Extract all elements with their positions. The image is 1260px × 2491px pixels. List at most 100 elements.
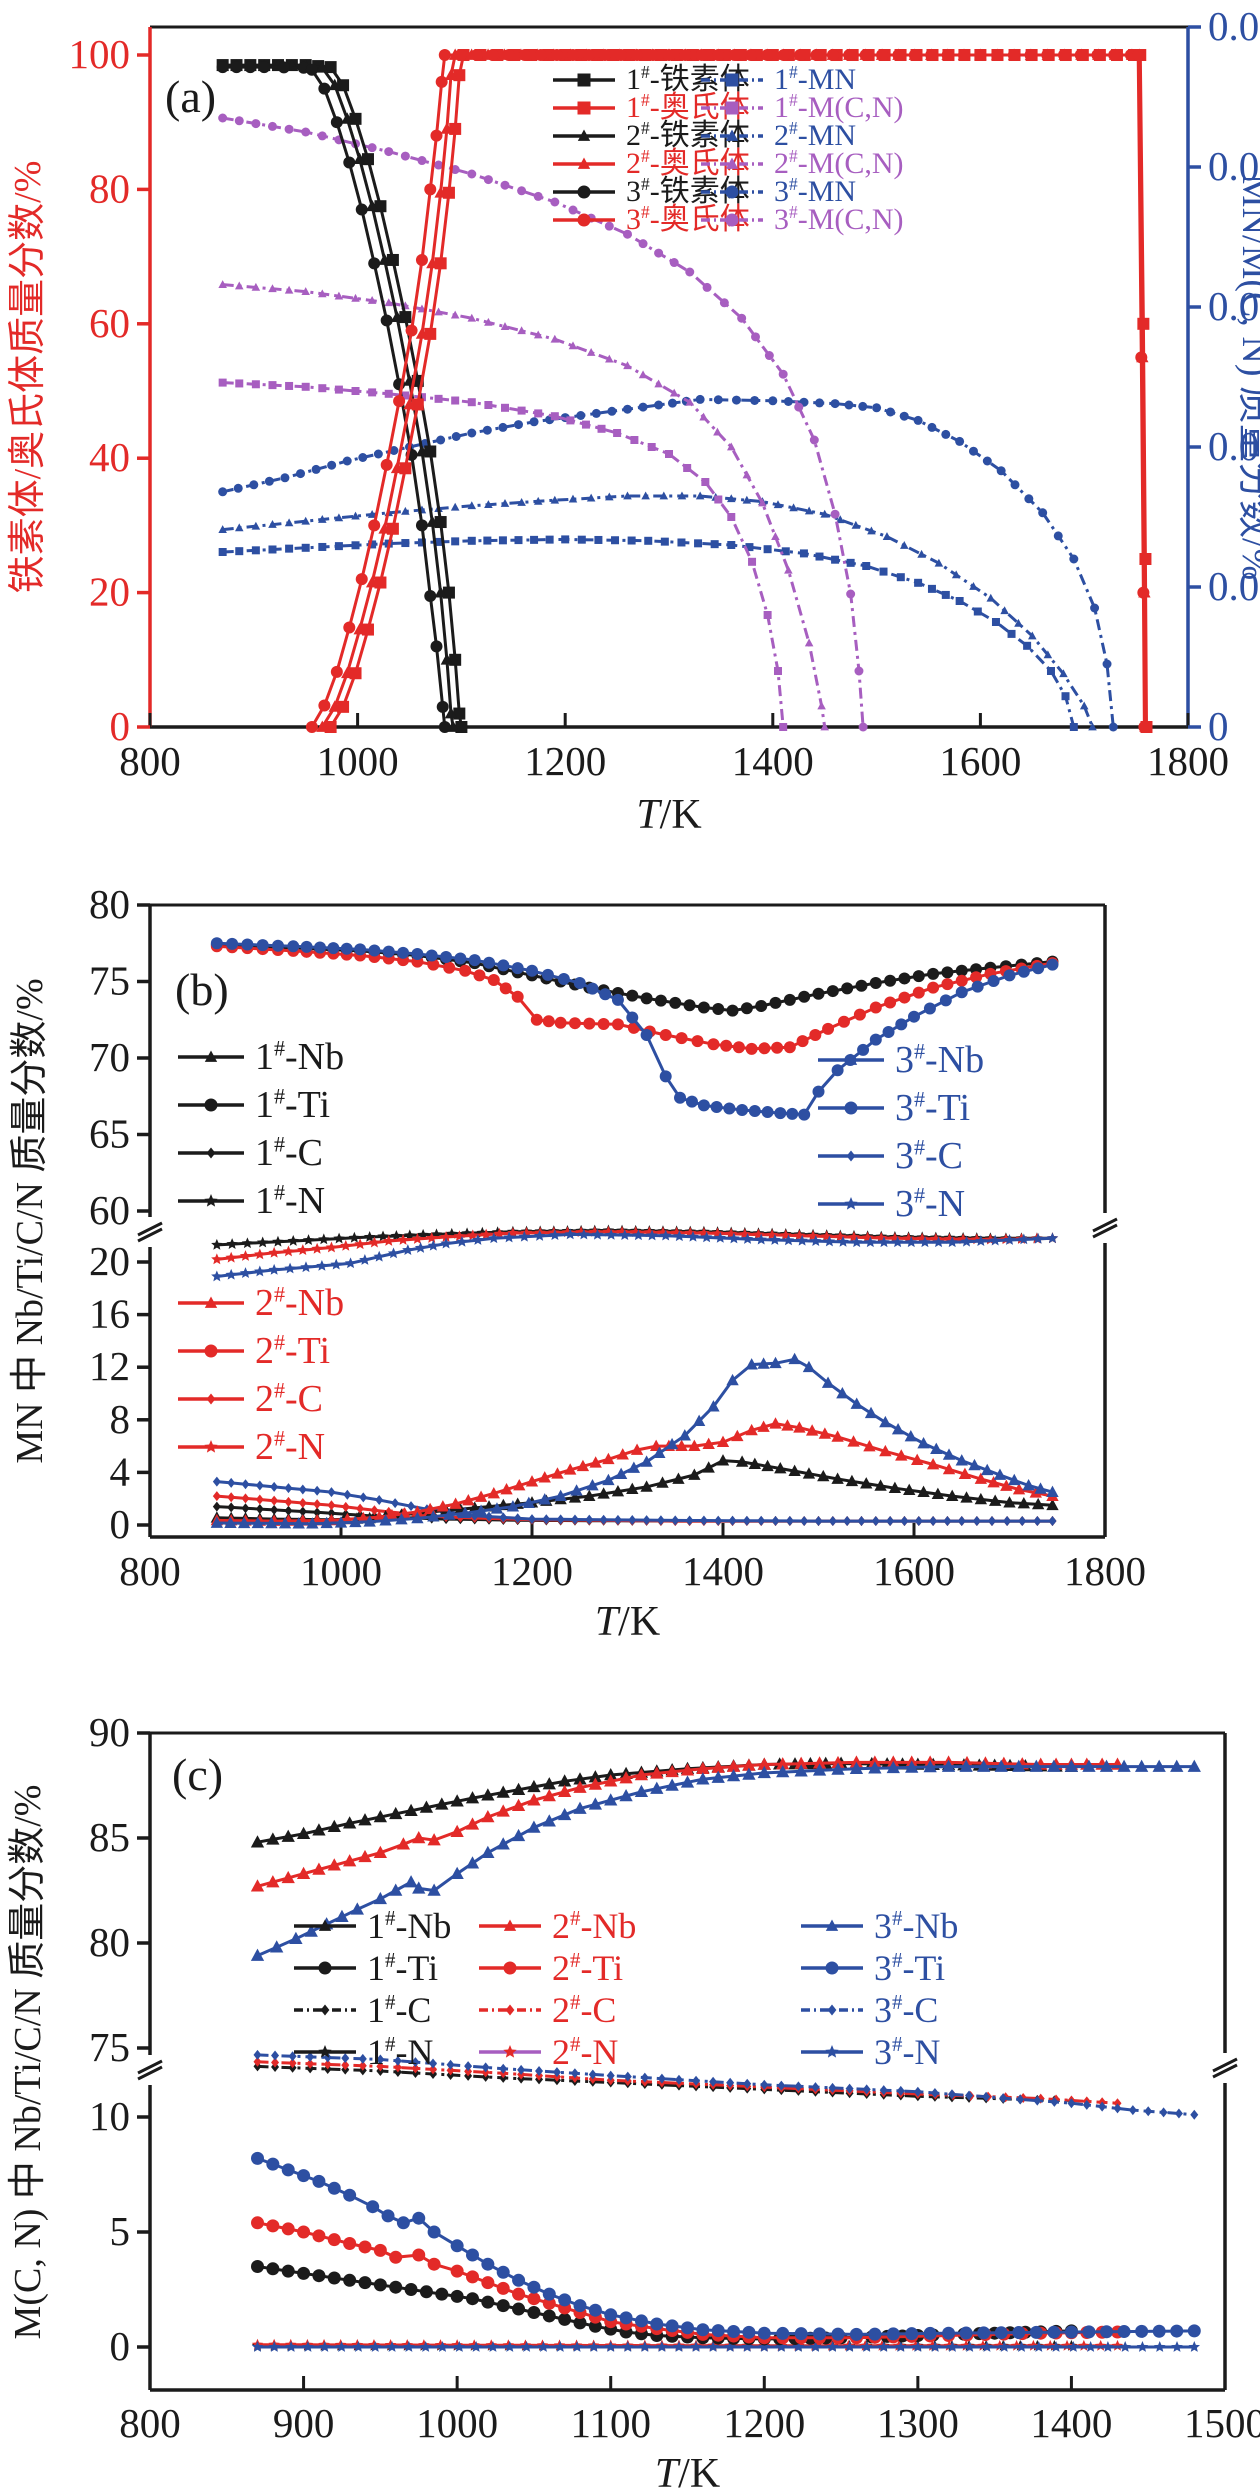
- triangle-marker: [444, 707, 458, 719]
- circle-marker: [576, 411, 586, 420]
- star-marker: [1171, 2341, 1183, 2352]
- y-axis-title-left: 铁素体/奥氏体质量分数/%: [7, 161, 49, 594]
- triangle-marker: [696, 1761, 710, 1774]
- triangle-marker: [379, 1514, 392, 1526]
- circle-marker: [373, 2278, 387, 2292]
- circle-marker: [679, 49, 692, 61]
- triangle-marker: [390, 310, 404, 322]
- y-tick-label-right: 0: [1208, 703, 1229, 749]
- star-marker: [268, 1263, 280, 1275]
- circle-marker: [368, 519, 381, 532]
- triangle-marker: [745, 1423, 758, 1436]
- circle-marker: [498, 422, 508, 432]
- star-marker: [632, 1229, 645, 1241]
- triangle-marker: [306, 1517, 319, 1529]
- circle-marker: [626, 989, 639, 1002]
- square-marker: [1023, 641, 1032, 650]
- legend-label: 1#-MN: [774, 62, 857, 96]
- triangle-marker: [450, 310, 460, 319]
- legend-item: 2#-C: [177, 1379, 323, 1418]
- triangle-marker: [577, 129, 591, 141]
- triangle-marker: [781, 1419, 794, 1431]
- square-marker: [660, 537, 669, 546]
- triangle-marker: [745, 1358, 758, 1370]
- triangle-marker: [794, 1764, 808, 1777]
- circle-marker: [281, 2163, 295, 2177]
- circle-marker: [886, 2327, 900, 2341]
- diamond-marker: [327, 1487, 336, 1498]
- x-tick-label: 1800: [1147, 738, 1229, 784]
- star-marker: [656, 2341, 668, 2352]
- circle-marker: [771, 1041, 784, 1054]
- triangle-marker: [1031, 1497, 1045, 1510]
- square-marker: [455, 721, 468, 733]
- triangle-marker: [656, 1476, 669, 1488]
- triangle-marker: [1079, 701, 1089, 710]
- legend-marker: [553, 73, 615, 87]
- legend-label: 2#-M(C,N): [774, 146, 904, 180]
- star-marker: [403, 2341, 415, 2352]
- panel-label: (c): [172, 1749, 223, 1800]
- circle-marker: [659, 1029, 672, 1042]
- circle-marker: [1082, 2325, 1096, 2339]
- circle-marker: [264, 476, 274, 486]
- triangle-marker: [517, 326, 526, 335]
- diamond-marker: [828, 2082, 837, 2093]
- triangle-marker: [404, 1803, 418, 1816]
- square-marker: [453, 707, 466, 720]
- triangle-marker: [605, 354, 614, 363]
- circle-marker: [204, 1098, 218, 1112]
- diamond-marker: [255, 1504, 264, 1515]
- triangle-marker: [550, 495, 560, 504]
- star-marker: [588, 2341, 600, 2352]
- x-tick-label: 1600: [939, 738, 1021, 784]
- square-marker: [799, 549, 808, 558]
- square-marker: [417, 538, 426, 547]
- star-marker: [504, 2341, 516, 2352]
- square-marker: [218, 378, 227, 387]
- square-marker: [349, 667, 362, 680]
- triangle-marker: [462, 1493, 475, 1506]
- triangle-marker: [440, 122, 454, 134]
- triangle-marker: [378, 522, 391, 534]
- circle-marker: [267, 121, 277, 131]
- triangle-marker: [987, 1475, 1000, 1488]
- star-marker: [1084, 2341, 1097, 2352]
- circle-marker: [1102, 659, 1112, 669]
- diamond-marker: [212, 1501, 221, 1512]
- diamond-marker: [640, 2072, 649, 2083]
- diamond-marker: [913, 2086, 922, 2097]
- diamond-marker: [270, 1481, 279, 1492]
- square-marker: [577, 73, 591, 87]
- triangle-marker: [917, 549, 926, 558]
- circle-marker: [683, 999, 696, 1012]
- circle-marker: [740, 1002, 753, 1015]
- circle-marker: [512, 2273, 526, 2287]
- circle-marker: [783, 993, 796, 1006]
- circle-marker: [974, 49, 987, 61]
- diamond-marker: [313, 1499, 322, 1510]
- star-marker: [1046, 1232, 1059, 1244]
- star-marker: [1032, 1232, 1044, 1244]
- square-marker: [594, 535, 603, 544]
- circle-marker: [663, 49, 675, 61]
- circle-marker: [774, 1107, 787, 1120]
- star-marker: [605, 1228, 617, 1240]
- legend-marker: [178, 1440, 244, 1453]
- circle-marker: [327, 460, 337, 470]
- star-marker: [1136, 2341, 1149, 2352]
- legend-marker: [479, 1961, 541, 1975]
- diamond-marker: [485, 1511, 494, 1522]
- diamond-marker: [642, 1515, 651, 1526]
- star-marker: [844, 1197, 858, 1210]
- triangle-marker: [820, 509, 829, 518]
- circle-marker: [405, 324, 418, 337]
- triangle-marker: [1008, 1473, 1021, 1486]
- y-axis-title-right: MN/M(C, N) 质量分数/%: [1234, 174, 1260, 580]
- triangle-marker: [688, 1439, 701, 1451]
- panel-label: (a): [165, 71, 216, 122]
- circle-marker: [550, 197, 560, 207]
- square-marker: [745, 543, 754, 552]
- star-marker: [419, 2341, 432, 2352]
- diamond-marker: [370, 1505, 379, 1516]
